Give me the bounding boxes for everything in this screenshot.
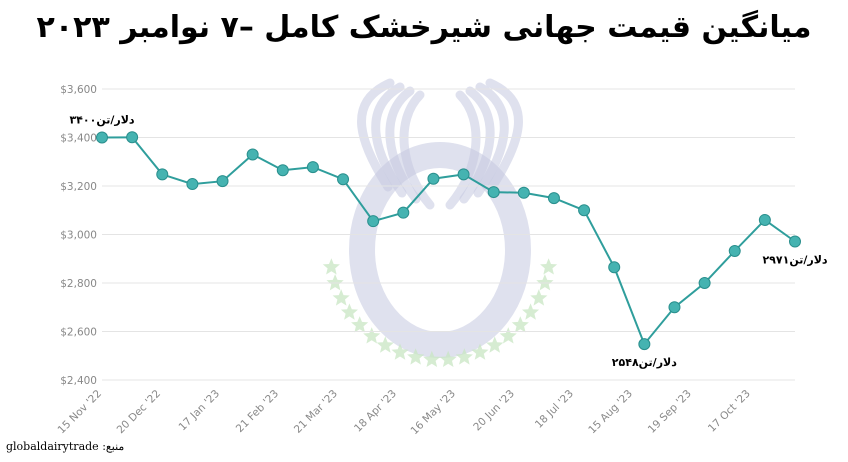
data-point: [156, 168, 169, 181]
watermark-star: [536, 274, 554, 291]
x-tick-label: 16 May '23: [408, 388, 457, 437]
data-point: [517, 186, 530, 199]
data-label: ۲۹۷۱دلار/تن: [762, 254, 827, 267]
x-tick-label: 21 Mar '23: [292, 388, 340, 436]
data-point: [186, 178, 199, 191]
x-tick-label: 19 Sep '23: [646, 388, 694, 436]
data-point: [668, 301, 681, 314]
watermark-star: [499, 327, 517, 344]
series-markers: [96, 131, 801, 351]
watermark-star: [407, 348, 425, 365]
watermark-star: [391, 343, 409, 360]
data-point: [216, 175, 229, 188]
data-point: [728, 244, 741, 257]
data-point: [337, 173, 350, 186]
data-point: [276, 164, 289, 177]
x-tick-label: 20 Dec '22: [115, 388, 164, 437]
y-tick-label: $3,000: [60, 230, 97, 242]
watermark-star: [340, 303, 358, 320]
grid-lines: [102, 88, 795, 381]
y-tick-label: $3,200: [60, 181, 97, 193]
watermark-star: [540, 258, 558, 275]
data-point: [246, 148, 259, 161]
data-label: ۳۴۰۰دلار/تن: [69, 114, 134, 127]
data-point: [698, 277, 711, 289]
watermark-swirl: [445, 90, 481, 210]
data-point: [397, 206, 410, 219]
watermark-star: [455, 348, 473, 365]
x-tick-label: 21 Feb '23: [234, 388, 281, 435]
x-axis-ticks: 15 Nov '22 20 Dec '22 17 Jan '23 21 Feb '23…: [55, 388, 752, 437]
watermark-swirl: [357, 78, 395, 192]
source-value: globaldairytrade: [6, 440, 99, 453]
data-point: [638, 338, 651, 351]
data-point: [487, 186, 500, 199]
data-point: [96, 131, 108, 144]
data-point: [547, 192, 560, 205]
data-point: [306, 161, 319, 174]
watermark-star: [322, 258, 340, 275]
watermark-star: [471, 343, 489, 360]
watermark-star: [530, 289, 548, 306]
data-label: ۲۵۴۸دلار/تن: [612, 356, 677, 369]
data-annotations: ۳۴۰۰دلار/تن ۲۵۴۸دلار/تن ۲۹۷۱دلار/تن: [69, 114, 827, 370]
watermark-star: [423, 350, 441, 367]
x-tick-label: 15 Aug '23: [586, 388, 635, 437]
x-tick-label: 17 Oct '23: [706, 388, 753, 435]
chart-title: میانگین قیمت جهانی شیرخشک کامل –۷ نوامبر…: [36, 10, 812, 45]
source-label: منبع:: [102, 440, 125, 453]
x-tick-label: 20 Jun '23: [471, 388, 517, 434]
watermark-star: [332, 289, 350, 306]
data-point: [608, 261, 621, 274]
watermark-swirl: [485, 78, 523, 192]
data-point: [427, 172, 440, 185]
watermark-star: [376, 336, 394, 353]
data-point: [578, 204, 591, 217]
data-point: [367, 215, 380, 228]
x-tick-label: 18 Jul '23: [533, 388, 576, 431]
x-tick-label: 17 Jan '23: [176, 388, 222, 434]
watermark-swirl: [473, 82, 509, 198]
watermark-star: [363, 327, 381, 344]
y-tick-label: $2,400: [60, 375, 97, 387]
data-point: [758, 213, 771, 226]
watermark-logo: [322, 78, 558, 367]
watermark-star: [326, 274, 344, 291]
watermark-star: [522, 303, 540, 320]
data-point: [126, 131, 139, 144]
source-credit: globaldairytrade منبع:: [6, 440, 124, 453]
y-tick-label: $2,800: [60, 278, 97, 290]
y-tick-label: $3,600: [60, 84, 97, 96]
x-tick-label: 18 Apr '23: [352, 388, 399, 435]
data-point: [457, 168, 470, 181]
y-tick-label: $3,400: [60, 133, 97, 145]
data-point: [789, 235, 801, 248]
watermark-star: [351, 316, 369, 333]
watermark-star: [486, 336, 504, 353]
y-axis-ticks: $2,400 $2,600 $2,800 $3,000 $3,200 $3,400 $3,6…: [60, 84, 97, 387]
y-tick-label: $2,600: [60, 327, 97, 339]
x-tick-label: 15 Nov '22: [55, 388, 104, 437]
watermark-swirl: [371, 82, 407, 198]
watermark-ring: [349, 142, 531, 358]
watermark-star: [511, 316, 529, 333]
watermark-star: [439, 350, 457, 367]
